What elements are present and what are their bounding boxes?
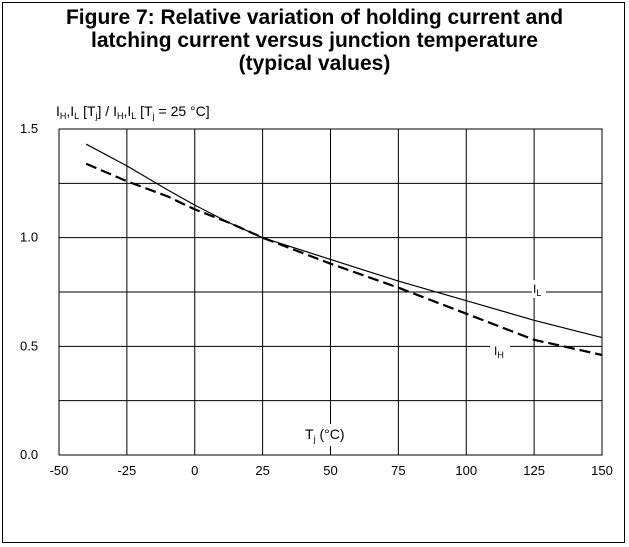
x-tick-label-0: -50 bbox=[50, 463, 69, 478]
tick-labels: -50 -25 0 25 50 75 100 125 150 0.0 0.5 1.0 1.5 bbox=[20, 121, 613, 478]
series-line-il bbox=[85, 143, 603, 339]
series-line-ih bbox=[85, 162, 603, 357]
x-tick-label-3: 25 bbox=[255, 463, 269, 478]
x-tick-label-2: 0 bbox=[191, 463, 198, 478]
x-axis-label: Tj (°C) bbox=[305, 426, 345, 444]
series-lines bbox=[85, 143, 603, 357]
x-tick-label-4: 50 bbox=[323, 463, 337, 478]
y-axis-label: IH,IL [Tj] / IH,IL [Tj = 25 °C] bbox=[56, 103, 210, 121]
curve-label-bg-ih bbox=[490, 342, 510, 360]
chart-title: Figure 7: Relative variation of holding … bbox=[0, 6, 629, 75]
y-tick-label-1: 0.5 bbox=[20, 338, 38, 353]
curve-label-bg-il bbox=[532, 280, 546, 298]
y-tick-label-3: 1.5 bbox=[20, 121, 38, 136]
x-axis-label-bg bbox=[302, 424, 362, 446]
series-label-il: IL bbox=[533, 282, 541, 298]
series-label-ih: IH bbox=[494, 344, 504, 360]
grid-lines bbox=[59, 129, 602, 455]
x-tick-label-7: 125 bbox=[523, 463, 545, 478]
y-tick-label-0: 0.0 bbox=[20, 447, 38, 462]
x-tick-label-1: -25 bbox=[117, 463, 136, 478]
x-tick-label-8: 150 bbox=[591, 463, 613, 478]
chart-title-line-2: latching current versus junction tempera… bbox=[91, 29, 538, 52]
y-tick-label-2: 1.0 bbox=[20, 230, 38, 245]
x-tick-label-5: 75 bbox=[391, 463, 405, 478]
chart-title-line-3: (typical values) bbox=[238, 52, 391, 75]
x-tick-label-6: 100 bbox=[455, 463, 477, 478]
chart-title-line-1: Figure 7: Relative variation of holding … bbox=[65, 6, 564, 29]
